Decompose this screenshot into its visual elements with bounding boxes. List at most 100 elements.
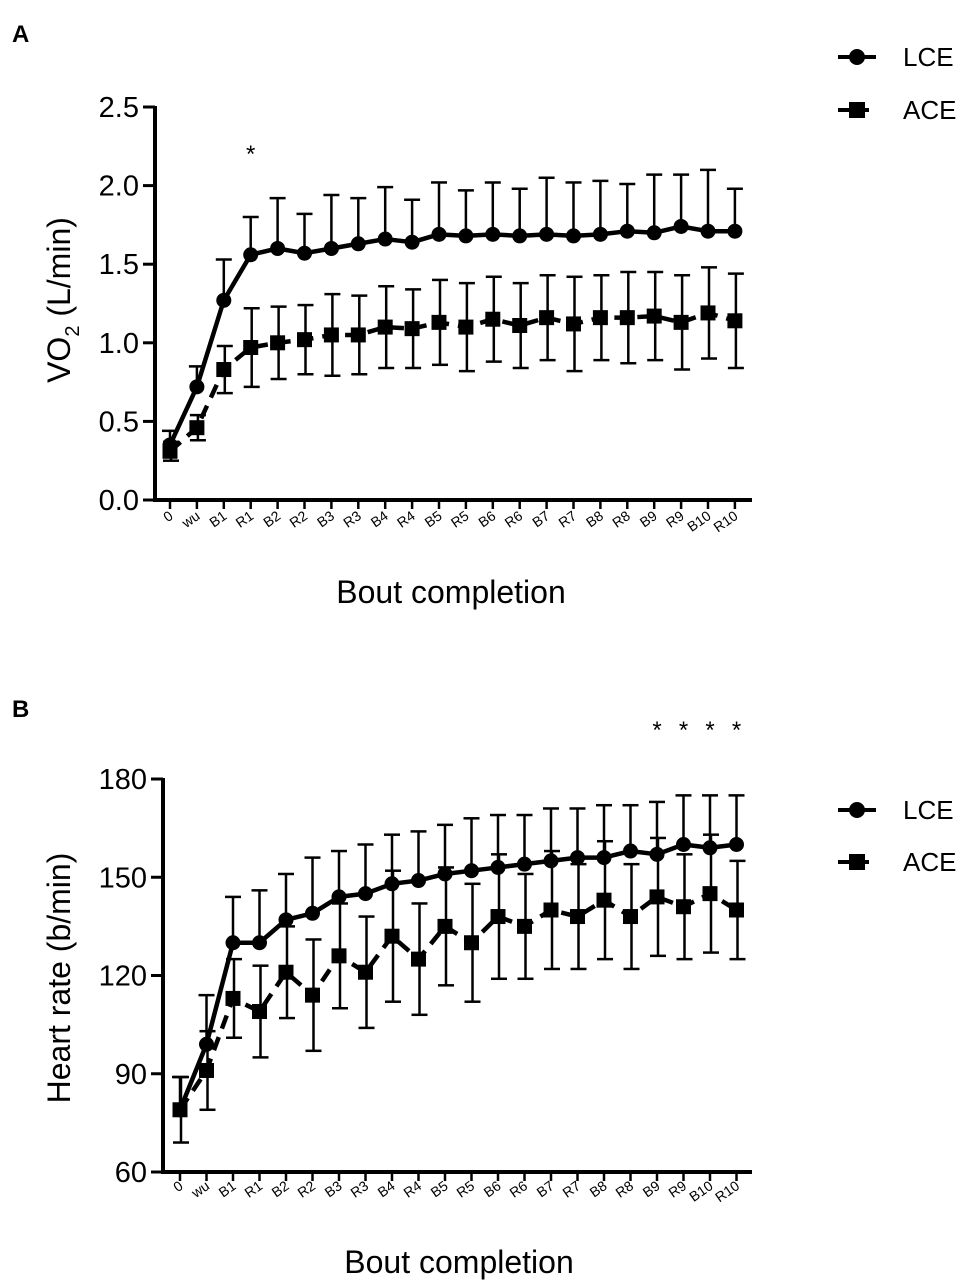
- x-tick-label: B1: [216, 1177, 239, 1200]
- data-point-ace: [437, 918, 453, 934]
- data-point-ace: [350, 327, 366, 343]
- data-point-ace: [384, 928, 400, 944]
- x-tick-label: R9: [663, 507, 687, 530]
- significance-marker: *: [732, 717, 741, 744]
- data-point-lce: [673, 218, 689, 234]
- data-point-ace: [646, 308, 662, 324]
- x-tick-label: R1: [233, 507, 257, 530]
- y-tick-label: 0.0: [99, 485, 139, 517]
- data-point-lce: [539, 226, 555, 242]
- x-tick-label: B7: [529, 507, 552, 530]
- y-title-main: VO: [41, 337, 77, 383]
- y-title-subscript: 2: [62, 326, 84, 337]
- x-tick-label: B10: [684, 507, 714, 535]
- x-tick-label: 0: [170, 1177, 186, 1195]
- x-tick-label: R8: [612, 1177, 636, 1200]
- data-point-ace: [431, 314, 447, 330]
- data-point-lce: [331, 889, 347, 905]
- data-point-lce: [172, 1102, 188, 1118]
- panel-a-legend: LCE ACE: [838, 42, 956, 125]
- data-point-ace: [252, 1004, 267, 1020]
- data-point-lce: [700, 223, 716, 239]
- x-tick-label: wu: [178, 507, 203, 531]
- x-tick-label: B10: [686, 1177, 716, 1205]
- legend-item-lce: LCE: [838, 42, 954, 72]
- data-point-ace: [673, 314, 689, 330]
- data-point-ace: [485, 311, 501, 327]
- x-tick-label: R5: [448, 507, 472, 530]
- data-point-ace: [377, 319, 393, 335]
- x-tick-label: B9: [640, 1177, 663, 1200]
- x-tick-label: R4: [400, 1177, 424, 1200]
- data-point-ace: [512, 318, 528, 334]
- data-point-lce: [384, 876, 400, 892]
- data-point-lce: [702, 840, 718, 856]
- significance-marker: *: [679, 717, 688, 744]
- x-tick-label: R2: [294, 1177, 318, 1200]
- x-tick-label: B2: [269, 1177, 292, 1200]
- data-point-lce: [490, 859, 506, 875]
- data-point-ace: [570, 909, 585, 925]
- legend-ace-marker: [849, 854, 865, 870]
- data-point-lce: [464, 863, 479, 879]
- series-line-lce: [177, 842, 737, 1111]
- x-tick-label: B4: [368, 507, 391, 530]
- data-point-lce: [517, 856, 532, 872]
- data-point-lce: [512, 228, 528, 244]
- series-line-ace: [168, 310, 736, 453]
- data-point-lce: [189, 379, 205, 395]
- data-point-ace: [543, 902, 559, 918]
- data-point-lce: [350, 236, 366, 252]
- x-tick-label: B3: [322, 1177, 345, 1200]
- data-point-lce: [596, 850, 612, 866]
- data-point-ace: [592, 310, 608, 326]
- data-point-lce: [358, 886, 373, 902]
- y-title-rest: (L/min): [41, 217, 77, 325]
- data-point-ace: [702, 886, 718, 902]
- data-point-ace: [464, 935, 479, 951]
- y-tick-label: 180: [99, 764, 147, 796]
- x-tick-label: B8: [583, 507, 606, 530]
- x-tick-label: R9: [665, 1177, 689, 1200]
- data-point-ace: [323, 327, 339, 343]
- legend-item-lce: LCE: [838, 795, 954, 825]
- data-point-ace: [539, 310, 555, 326]
- x-tick-label: B6: [481, 1177, 504, 1200]
- data-point-lce: [243, 247, 259, 263]
- data-point-lce: [623, 843, 638, 859]
- legend-ace-label: ACE: [903, 847, 956, 877]
- data-point-ace: [566, 316, 581, 332]
- series-ace: [172, 833, 746, 1144]
- legend-item-ace: ACE: [838, 847, 956, 877]
- data-point-ace: [727, 313, 743, 329]
- panel-a-label: A: [12, 21, 29, 48]
- data-point-lce: [727, 223, 743, 239]
- data-point-ace: [411, 951, 426, 967]
- legend-lce-marker: [849, 802, 865, 818]
- x-tick-label: R2: [286, 507, 310, 530]
- panel-b: B LCE ACE Heart rate (b/min) Bout comple…: [12, 696, 956, 1280]
- data-point-ace: [305, 987, 320, 1003]
- x-tick-label: wu: [188, 1177, 213, 1201]
- data-point-ace: [676, 899, 691, 915]
- data-point-lce: [646, 225, 662, 241]
- data-point-ace: [270, 335, 286, 351]
- data-point-ace: [729, 902, 744, 918]
- data-point-lce: [377, 231, 393, 247]
- panel-b-legend: LCE ACE: [838, 795, 956, 877]
- x-tick-label: B6: [475, 507, 498, 530]
- series-line-ace: [178, 891, 738, 1112]
- x-tick-label: R3: [347, 1177, 371, 1200]
- panel-b-x-axis-title: Bout completion: [344, 1244, 573, 1280]
- significance-marker: *: [652, 717, 661, 744]
- panel-b-label: B: [12, 696, 29, 723]
- x-tick-label: B5: [428, 1177, 451, 1200]
- y-tick-label: 90: [115, 1059, 147, 1091]
- x-tick-label: R6: [502, 507, 526, 530]
- data-point-lce: [278, 912, 294, 928]
- data-point-lce: [458, 228, 474, 244]
- series-line-lce: [167, 224, 735, 446]
- legend-lce-marker: [849, 49, 865, 65]
- x-tick-label: R1: [241, 1177, 265, 1200]
